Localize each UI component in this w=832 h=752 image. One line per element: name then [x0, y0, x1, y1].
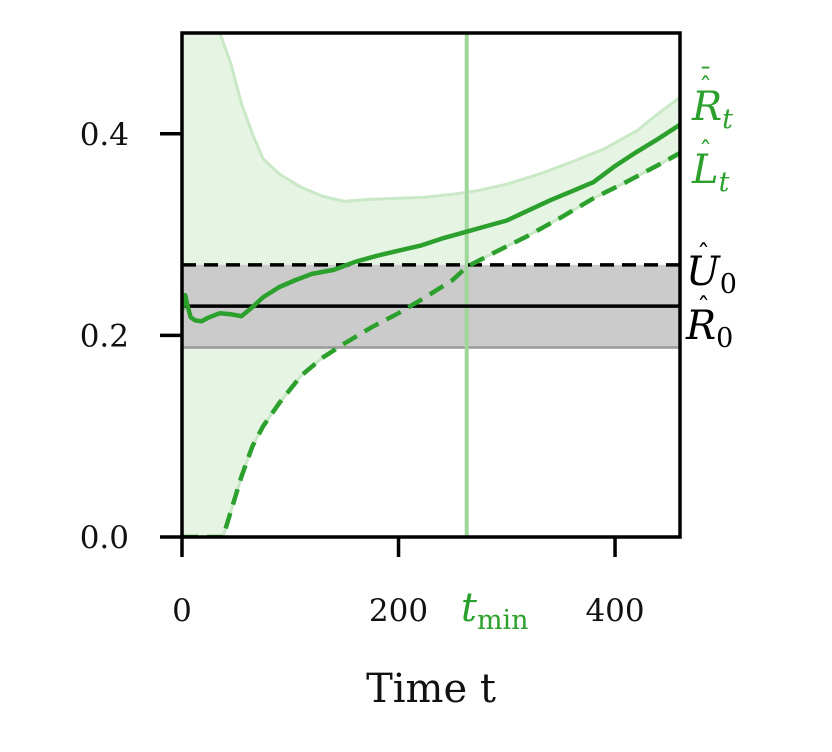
x-axis-ticks: 0 200 400 — [172, 537, 645, 629]
r0-label: R0 ˆ — [685, 293, 733, 354]
plot-frame — [180, 31, 682, 539]
x-axis-title: Time t — [366, 666, 496, 712]
svg-text:Lt: Lt — [691, 147, 730, 198]
x-tick-label: 0 — [172, 593, 192, 629]
r-t-double-accent: ˉ — [699, 63, 712, 93]
u0-label: U0 ˆ — [686, 240, 737, 300]
y-tick-label: 0.2 — [80, 318, 129, 354]
l-t-hat-accent: ˆ — [699, 137, 712, 167]
y-tick-label: 0.4 — [80, 117, 129, 153]
svg-text:U0: U0 — [686, 249, 737, 300]
svg-text:Rt: Rt — [691, 84, 733, 135]
r0-hat-accent: ˆ — [697, 293, 710, 323]
y-tick-label: 0.0 — [80, 520, 129, 556]
r-t-solid-series — [182, 122, 680, 324]
t-min-label: tmin — [461, 585, 529, 636]
l-t-label: Lt ˆ — [691, 137, 730, 198]
x-tick-label: 200 — [369, 593, 428, 629]
svg-text:R0: R0 — [685, 303, 733, 354]
x-tick-label: 400 — [585, 593, 644, 629]
y-axis-ticks: 0.0 0.2 0.4 — [80, 117, 182, 556]
r-t-hat-accent: ˆ — [699, 73, 712, 103]
r-t-label: Rt ˆ ˉ — [691, 63, 733, 135]
u0-hat-accent: ˆ — [697, 240, 710, 270]
